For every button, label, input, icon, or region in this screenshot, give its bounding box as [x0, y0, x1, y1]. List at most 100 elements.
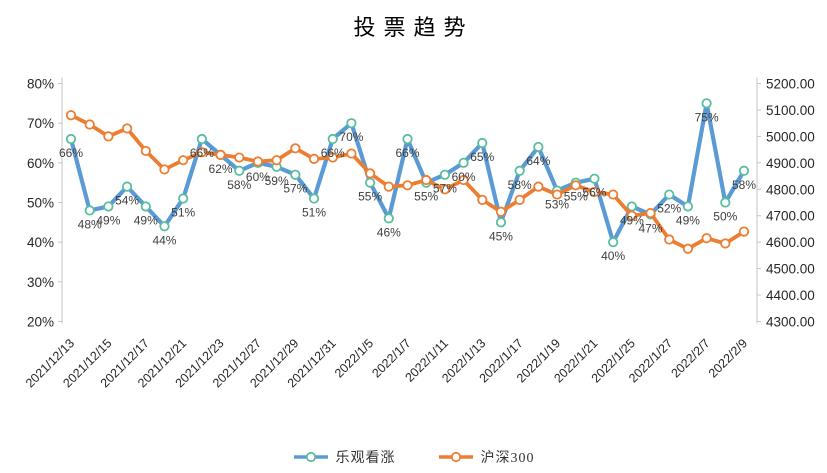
bullish-point-marker: [140, 201, 151, 212]
bullish-point-marker: [159, 221, 170, 232]
csi300-point-marker: [196, 147, 207, 158]
csi300-point-marker: [720, 238, 731, 249]
csi300-point-marker: [65, 110, 77, 121]
data-point-label: 66%: [395, 146, 419, 160]
csi300-point-marker: [383, 181, 394, 192]
data-point-label: 55%: [414, 190, 438, 204]
data-point-label: 54%: [115, 194, 139, 208]
data-point-label: 53%: [545, 198, 569, 212]
csi300-point-marker: [365, 168, 376, 179]
csi300-point-marker: [290, 143, 301, 154]
csi300-point-marker: [477, 194, 488, 205]
csi300-point-marker: [682, 243, 694, 254]
bullish-point-marker: [365, 177, 376, 188]
data-point-label: 64%: [526, 154, 550, 168]
y2-axis-tick-label: 4600.00: [766, 235, 815, 250]
legend-label-csi300: 沪深300: [480, 451, 535, 466]
bullish-point-marker: [514, 165, 525, 176]
data-point-label: 57%: [283, 182, 307, 196]
csi300-point-marker: [159, 164, 170, 175]
data-point-label: 46%: [377, 225, 401, 239]
csi300-point-marker: [626, 210, 637, 221]
data-point-label: 62%: [209, 162, 233, 176]
csi300-point-marker: [533, 181, 544, 192]
csi300-point-marker: [402, 180, 413, 191]
data-point-label: 66%: [59, 146, 83, 160]
csi300-point-marker: [178, 155, 189, 166]
data-point-label: 55%: [564, 190, 588, 204]
y-axis-tick-label: 50%: [27, 196, 54, 211]
csi300-point-marker: [84, 119, 95, 130]
data-point-label: 51%: [302, 206, 326, 220]
bullish-point-marker: [626, 201, 637, 212]
bullish-point-marker: [608, 237, 619, 248]
bullish-point-marker: [383, 213, 394, 224]
y2-axis-tick-label: 4700.00: [766, 209, 815, 224]
csi300-point-marker: [551, 189, 563, 200]
csi300-point-marker: [308, 153, 320, 164]
data-point-label: 50%: [713, 210, 737, 224]
bullish-point-marker: [234, 165, 245, 176]
data-point-label: 75%: [695, 110, 719, 124]
bullish-point-marker: [664, 189, 675, 200]
orange-line-marker-icon: [438, 451, 473, 463]
data-point-label: 60%: [246, 170, 270, 184]
bullish-point-marker: [290, 169, 301, 180]
data-point-label: 47%: [639, 221, 663, 235]
data-point-label: 58%: [227, 178, 251, 192]
blue-line-marker-icon: [293, 451, 328, 463]
data-point-label: 59%: [265, 174, 289, 188]
y2-axis-tick-label: 4400.00: [766, 288, 815, 303]
csi300-point-marker: [252, 156, 264, 167]
y-axis-tick-label: 80%: [27, 77, 54, 92]
bullish-point-marker: [196, 133, 207, 145]
chart-title: 投票趋势: [353, 15, 474, 40]
bullish-point-marker: [65, 133, 77, 145]
y-axis-tick-label: 20%: [27, 315, 54, 330]
csi300-point-marker: [738, 226, 750, 237]
data-point-label: 45%: [489, 229, 513, 243]
legend-item-bullish[interactable]: 乐观看涨: [293, 447, 396, 467]
data-point-label: 52%: [657, 202, 681, 216]
csi300-point-marker: [589, 186, 600, 198]
data-point-label: 49%: [134, 213, 158, 227]
csi300-point-marker: [458, 174, 469, 186]
data-point-label: 49%: [620, 213, 644, 227]
data-point-label: 40%: [601, 249, 625, 263]
data-point-label: 55%: [358, 190, 382, 204]
bullish-point-marker: [738, 165, 750, 176]
y2-axis-tick-label: 5000.00: [766, 129, 815, 144]
csi300-point-marker: [103, 131, 114, 142]
legend-item-csi300[interactable]: 沪深300: [438, 447, 535, 467]
csi300-point-marker: [608, 189, 619, 200]
csi300-point-marker: [234, 152, 245, 163]
y2-axis-tick-label: 5100.00: [766, 103, 815, 118]
chart-legend: 乐观看涨 沪深300: [0, 447, 827, 467]
bullish-point-marker: [121, 181, 133, 192]
bullish-point-marker: [720, 197, 731, 208]
y-axis-tick-label: 70%: [27, 116, 54, 131]
csi300-point-marker: [121, 123, 133, 134]
bullish-point-marker: [308, 193, 320, 204]
x-axis-tick-label: 2022/2/7: [668, 336, 712, 380]
bullish-point-marker: [346, 118, 357, 129]
x-axis-tick-label: 2022/1/5: [332, 336, 376, 380]
bullish-point-marker: [84, 205, 95, 216]
csi300-point-marker: [570, 180, 581, 191]
data-point-label: 57%: [433, 182, 457, 196]
bullish-point-marker: [458, 157, 469, 168]
csi300-point-marker: [140, 145, 151, 157]
data-point-label: 60%: [452, 170, 476, 184]
bullish-point-marker: [402, 133, 413, 145]
bullish-point-marker: [178, 193, 189, 204]
data-point-label: 48%: [78, 217, 102, 231]
data-point-label: 58%: [508, 178, 532, 192]
bullish-point-marker: [103, 201, 114, 212]
data-point-label: 56%: [582, 186, 606, 200]
data-point-label: 66%: [321, 146, 345, 160]
y2-axis-tick-label: 4500.00: [766, 262, 815, 277]
data-point-label: 66%: [190, 146, 214, 160]
data-point-label: 65%: [470, 150, 494, 164]
bullish-point-marker: [589, 173, 600, 184]
